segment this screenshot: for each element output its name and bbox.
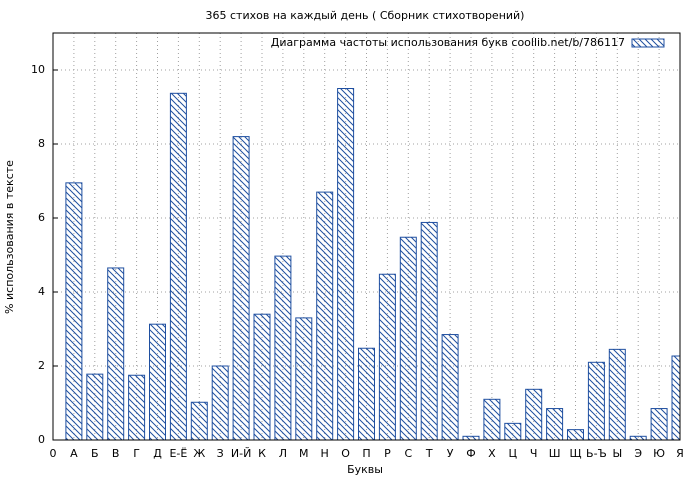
bar — [190, 401, 208, 440]
bar — [65, 182, 83, 440]
x-tick-label: Ь-Ъ — [586, 447, 607, 460]
x-tick-label: З — [217, 447, 224, 460]
bars — [65, 88, 680, 440]
bar — [483, 398, 501, 440]
bar — [587, 361, 605, 440]
x-tick-label: Х — [488, 447, 496, 460]
bar — [128, 374, 146, 440]
bar — [525, 388, 543, 440]
y-axis-label: % использования в тексте — [3, 160, 16, 314]
x-tick-label: У — [447, 447, 454, 460]
x-tick-label: К — [258, 447, 266, 460]
y-tick-label: 10 — [31, 63, 45, 76]
bar — [441, 334, 459, 440]
bar — [274, 255, 292, 440]
x-tick-label: П — [362, 447, 370, 460]
y-tick-label: 2 — [38, 359, 45, 372]
bar — [107, 267, 125, 440]
bar — [211, 365, 229, 440]
y-tick-label: 8 — [38, 137, 45, 150]
bar — [399, 236, 417, 440]
x-tick-label: С — [404, 447, 412, 460]
y-tick-label: 6 — [38, 211, 45, 224]
x-tick-label: В — [112, 447, 120, 460]
x-tick-label: Ш — [549, 447, 561, 460]
bar — [671, 355, 680, 440]
x-tick-label: 0 — [50, 447, 57, 460]
x-tick-label: Е-Ё — [169, 447, 187, 460]
bar — [316, 191, 334, 440]
bar — [295, 317, 313, 440]
bar — [149, 323, 166, 440]
bar — [232, 136, 250, 440]
bar — [169, 92, 187, 440]
x-tick-label: О — [341, 447, 350, 460]
bar — [567, 429, 584, 440]
x-tick-label: Б — [91, 447, 99, 460]
x-tick-label: М — [299, 447, 309, 460]
bar — [546, 408, 564, 440]
bar — [462, 435, 480, 440]
x-tick-label: Ю — [653, 447, 665, 460]
x-tick-label: Ф — [466, 447, 475, 460]
bar — [378, 273, 396, 440]
x-tick-label: Т — [425, 447, 433, 460]
x-tick-label: А — [70, 447, 78, 460]
plot-frame — [52, 32, 681, 441]
bar — [86, 373, 104, 440]
bar — [420, 221, 438, 440]
x-tick-label: Н — [321, 447, 329, 460]
x-axis-label: Буквы — [347, 463, 383, 476]
x-tick-label: Ы — [612, 447, 622, 460]
bar — [650, 408, 668, 440]
bar — [358, 347, 375, 440]
x-tick-label: Я — [676, 447, 684, 460]
x-tick-label: Л — [279, 447, 287, 460]
x-tick-label: Ц — [509, 447, 518, 460]
legend-label: Диаграмма частоты использования букв coo… — [271, 36, 625, 49]
x-tick-label: Ж — [193, 447, 205, 460]
x-tick-label: Щ — [569, 447, 581, 460]
y-tick-label: 0 — [38, 433, 45, 446]
bar — [337, 88, 355, 440]
bar — [629, 435, 647, 440]
x-tick-label: И-Й — [231, 447, 251, 460]
x-tick-label: Р — [384, 447, 391, 460]
legend-swatch — [631, 38, 665, 48]
x-tick-label: Д — [153, 447, 162, 460]
bar — [608, 348, 626, 440]
x-tick-label: Г — [133, 447, 140, 460]
bar — [504, 422, 522, 440]
x-tick-label: Ч — [530, 447, 538, 460]
bar — [253, 313, 271, 440]
x-tick-label: Э — [634, 447, 642, 460]
chart-title: 365 стихов на каждый день ( Сборник стих… — [206, 9, 525, 22]
y-tick-label: 4 — [38, 285, 45, 298]
